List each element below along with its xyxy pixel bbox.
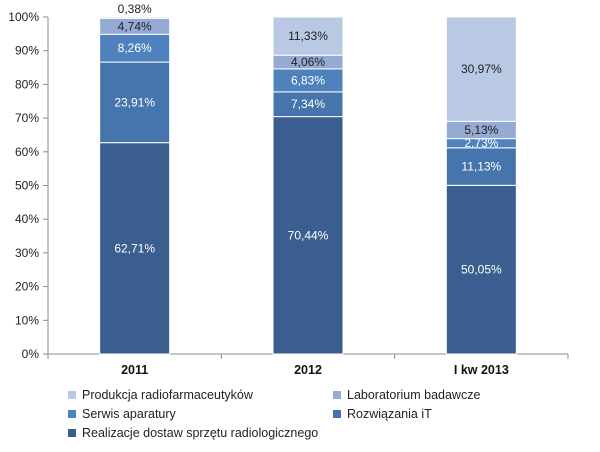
legend-item: Serwis aparatury xyxy=(68,407,176,421)
bar-segment xyxy=(272,116,344,355)
legend-item: Produkcja radiofarmaceutyków xyxy=(68,388,253,402)
bar-segment xyxy=(99,61,171,144)
data-label: 50,05% xyxy=(461,263,502,277)
y-tick-label: 20% xyxy=(15,280,39,294)
data-label: 2,73% xyxy=(464,136,498,150)
data-label: 6,83% xyxy=(291,73,325,87)
y-tick-label: 100% xyxy=(8,10,39,24)
data-label: 30,97% xyxy=(461,62,502,76)
bar-segment xyxy=(445,16,517,122)
bar-segment xyxy=(99,16,171,19)
y-tick-label: 10% xyxy=(15,313,39,327)
legend-item: Rozwiązania iT xyxy=(333,407,432,421)
y-tick-label: 60% xyxy=(15,145,39,159)
bar-segment xyxy=(445,184,517,355)
legend-swatch xyxy=(68,429,76,437)
y-tick-label: 80% xyxy=(15,77,39,91)
data-label: 7,34% xyxy=(291,97,325,111)
bar-segment xyxy=(99,33,171,63)
legend-label: Produkcja radiofarmaceutyków xyxy=(82,388,253,402)
x-category-label: 2011 xyxy=(121,363,148,377)
data-label: 5,13% xyxy=(464,123,498,137)
data-label: 70,44% xyxy=(288,228,329,242)
bar-segment xyxy=(99,142,171,355)
data-label: 8,26% xyxy=(118,41,152,55)
y-tick-label: 50% xyxy=(15,179,39,193)
data-label: 11,13% xyxy=(461,160,501,174)
data-label: 4,74% xyxy=(118,19,152,33)
y-tick-label: 70% xyxy=(15,111,39,125)
legend-swatch xyxy=(333,391,341,399)
x-category-label: 2012 xyxy=(294,363,322,377)
legend-swatch xyxy=(333,410,341,418)
data-label: 0,38% xyxy=(118,2,152,16)
y-tick-label: 90% xyxy=(15,44,39,58)
legend-label: Laboratorium badawcze xyxy=(347,388,481,402)
x-category-label: I kw 2013 xyxy=(454,363,509,377)
bar-segment xyxy=(272,16,344,56)
legend-label: Rozwiązania iT xyxy=(347,407,432,421)
legend-label: Realizacje dostaw sprzętu radiologiczneg… xyxy=(82,426,319,440)
legend-item: Realizacje dostaw sprzętu radiologiczneg… xyxy=(68,426,318,440)
legend-swatch xyxy=(68,410,76,418)
y-tick-label: 30% xyxy=(15,246,39,260)
data-label: 23,91% xyxy=(114,95,155,109)
data-label: 62,71% xyxy=(114,241,155,255)
legend-swatch xyxy=(68,391,76,399)
bar-segment xyxy=(272,91,344,118)
data-label: 11,33% xyxy=(288,29,328,43)
legend-item: Laboratorium badawcze xyxy=(333,388,480,402)
data-label: 4,06% xyxy=(291,55,325,69)
legend-label: Serwis aparatury xyxy=(82,407,176,421)
y-tick-label: 0% xyxy=(22,347,40,361)
y-tick-label: 40% xyxy=(15,212,39,226)
